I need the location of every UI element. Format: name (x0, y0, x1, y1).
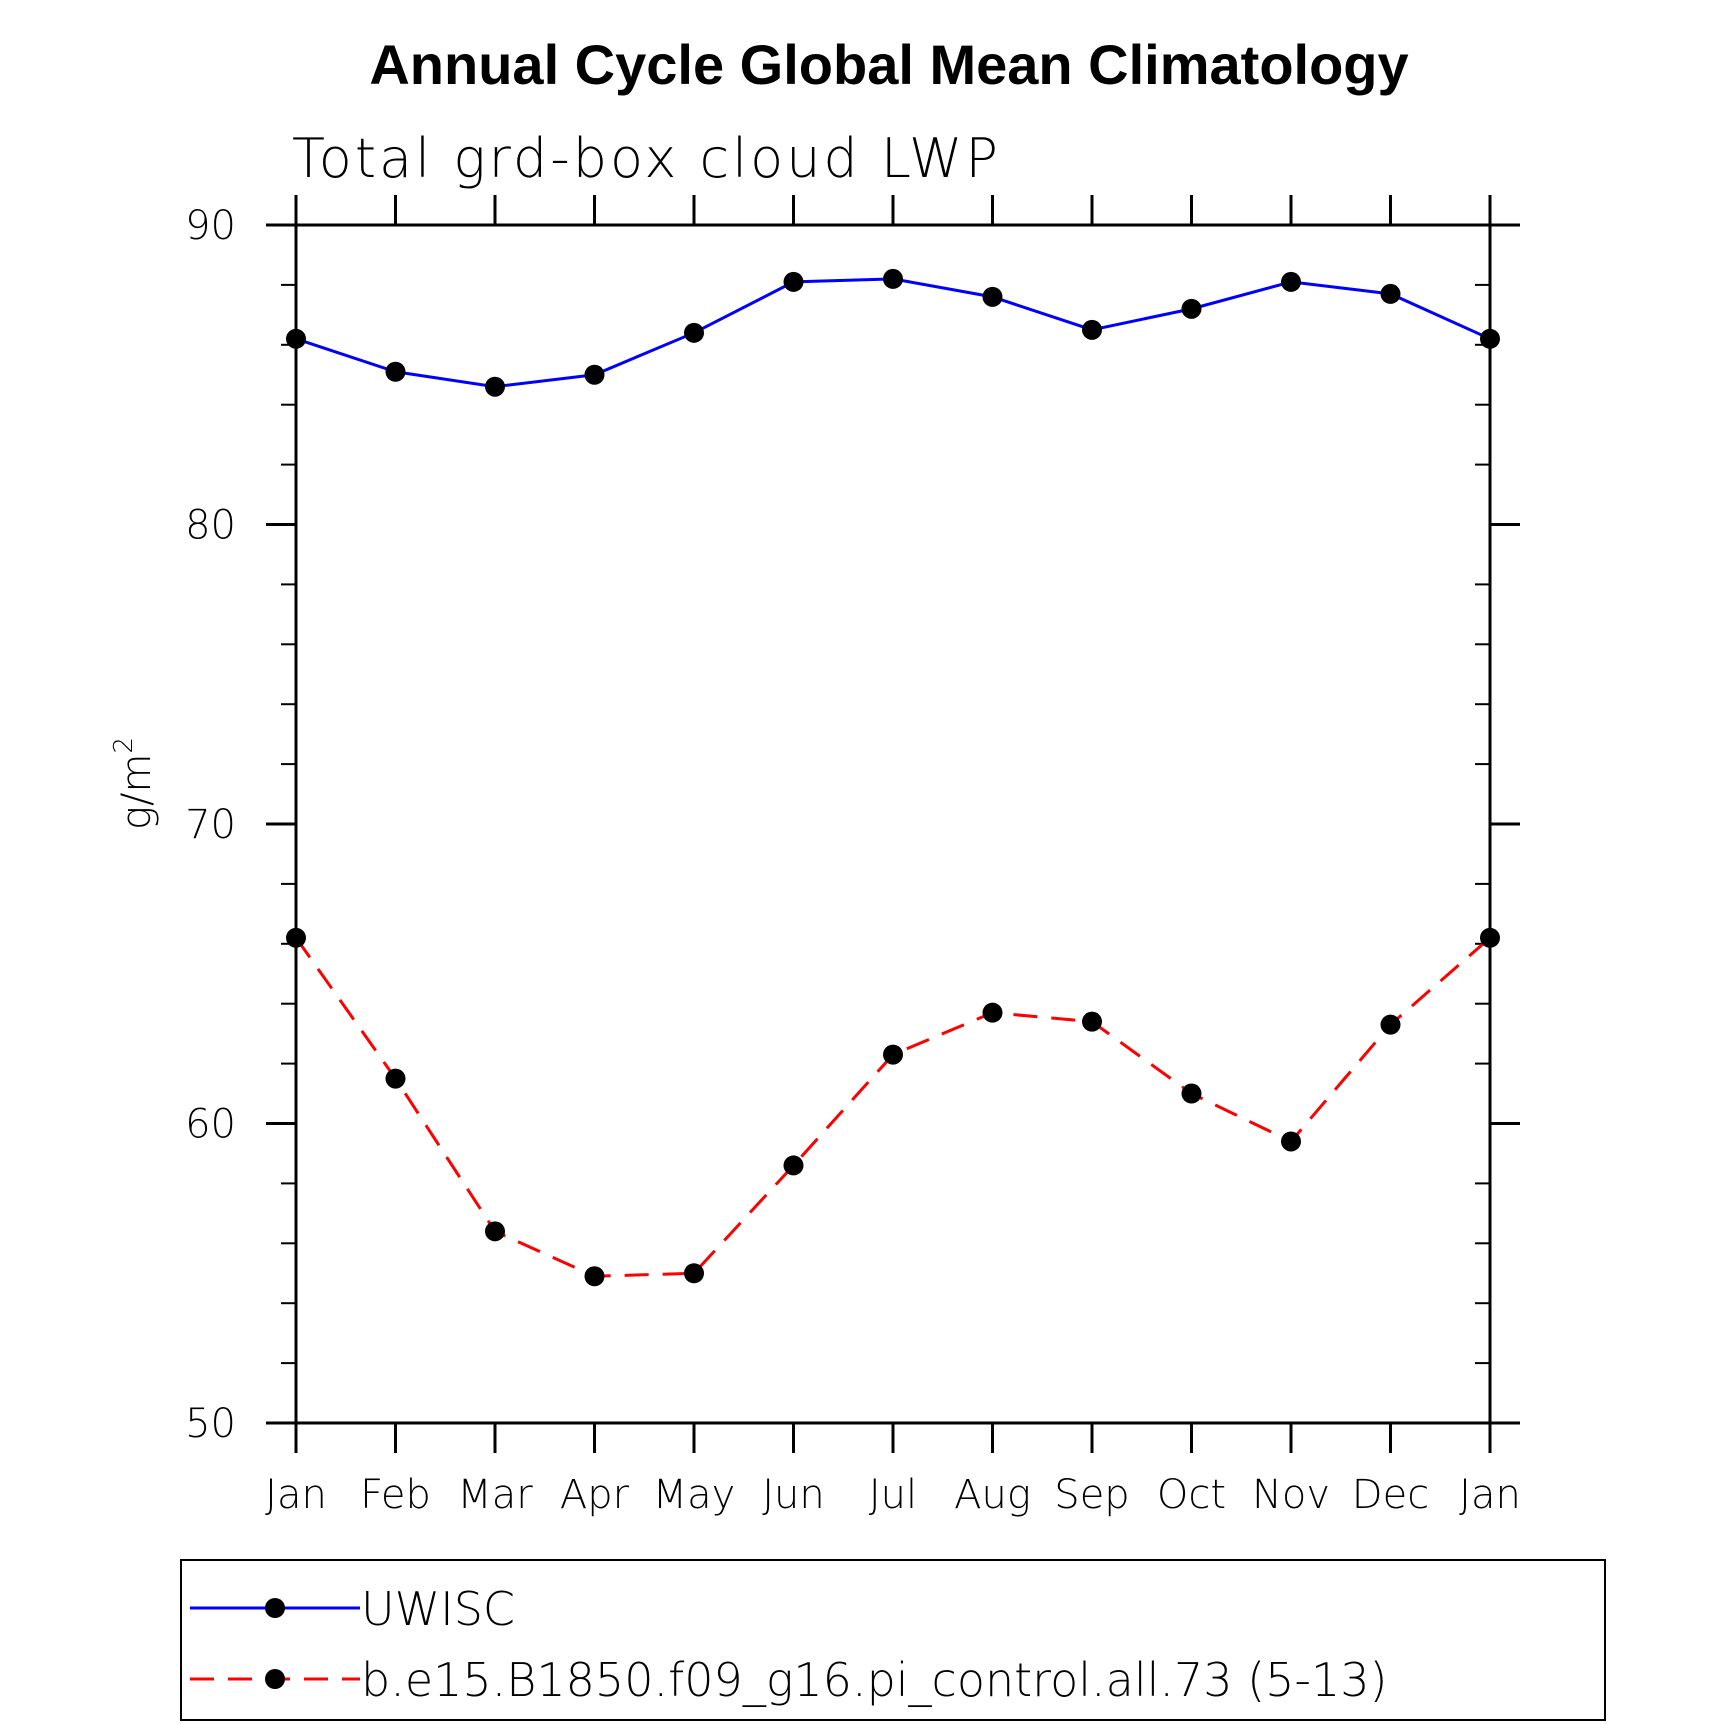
data-point (584, 364, 605, 385)
y-tick-label: 80 (185, 503, 236, 549)
data-point (1281, 1131, 1301, 1152)
y-axis-label: g/m2 (109, 737, 160, 830)
data-point (1380, 1014, 1401, 1035)
x-tick-label: Sep (1054, 1472, 1129, 1518)
data-point (783, 271, 804, 292)
data-point (1380, 283, 1401, 304)
x-tick-label: Jan (265, 1472, 327, 1518)
x-tick-label: Nov (1252, 1472, 1330, 1518)
series-layer (286, 268, 1500, 1287)
x-tick-label: Jul (869, 1472, 917, 1518)
legend-marker (265, 1669, 285, 1689)
plot-frame (294, 223, 1492, 1425)
data-point (1181, 1083, 1202, 1104)
y-tick-label: 90 (185, 203, 236, 249)
data-point (883, 1044, 903, 1065)
y-axis-label-superscript: 2 (109, 737, 139, 754)
y-tick-label: 70 (185, 802, 236, 848)
x-tick-label: May (653, 1472, 736, 1518)
x-tick-label: Apr (560, 1472, 630, 1518)
x-tick-label: Mar (457, 1472, 533, 1518)
x-tick-label: Jun (762, 1472, 825, 1518)
data-point (684, 322, 704, 343)
series-line-0 (295, 277, 1491, 389)
legend-box (180, 1559, 1606, 1721)
x-tick-label: Jan (1459, 1472, 1521, 1518)
y-tick-label: 50 (185, 1401, 236, 1447)
data-point (783, 1155, 804, 1176)
legend-label: b.e15.B1850.f09_g16.pi_control.all.73 (5… (361, 1653, 1387, 1707)
axes (294, 223, 1492, 1425)
data-point (286, 927, 306, 948)
data-point (286, 328, 306, 349)
data-point (883, 268, 903, 289)
y-tick-label: 60 (185, 1102, 236, 1148)
data-point (385, 361, 406, 382)
data-point (982, 286, 1003, 307)
data-point (584, 1266, 605, 1287)
legend-marker (265, 1598, 285, 1618)
data-point (485, 376, 505, 397)
data-point (1082, 319, 1102, 340)
legend-label: UWISC (361, 1582, 515, 1636)
x-tick-label: Feb (360, 1472, 431, 1518)
ticks: Jan Feb Mar Apr May Jun Jul Aug Sep Oct Nov Dec Jan 5… (185, 195, 1521, 1518)
data-point (1281, 271, 1301, 292)
data-point (1480, 927, 1500, 948)
data-point (485, 1221, 505, 1242)
data-point (1082, 1011, 1102, 1032)
data-point (1480, 328, 1500, 349)
x-tick-label: Dec (1352, 1472, 1429, 1518)
y-axis-label-base: g/m (114, 754, 160, 830)
x-tick-label: Aug (954, 1472, 1031, 1518)
chart-title: Annual Cycle Global Mean Climatology (369, 33, 1408, 96)
data-point (1181, 298, 1202, 319)
series-line-1 (294, 936, 1491, 1278)
legend: UWISC b.e15.B1850.f09_g16.pi_control.all.… (180, 1559, 1606, 1721)
chart-subtitle: Total grd-box cloud LWP (292, 127, 1001, 190)
data-point (684, 1263, 704, 1284)
data-point (385, 1068, 406, 1089)
data-point (982, 1002, 1003, 1023)
x-tick-label: Oct (1157, 1472, 1226, 1518)
